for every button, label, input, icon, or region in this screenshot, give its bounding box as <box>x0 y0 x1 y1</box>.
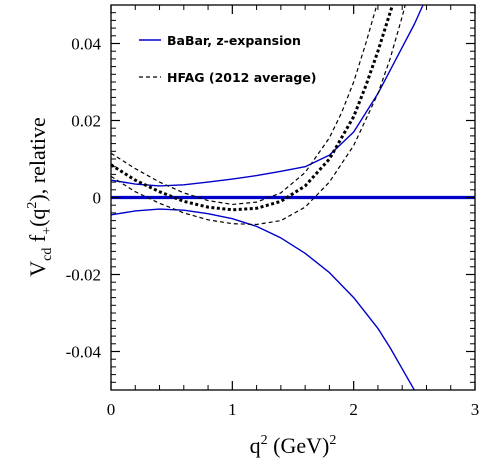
legend-label-babar: BaBar, z-expansion <box>167 33 301 48</box>
y-tick-label: -0.04 <box>66 343 102 362</box>
x-tick-label: 1 <box>228 400 237 419</box>
plot-frame <box>110 4 476 391</box>
x-tick-label: 0 <box>107 400 116 419</box>
legend: BaBar, z-expansion HFAG (2012 average) <box>139 33 317 85</box>
series-layer <box>111 5 475 390</box>
y-tick-label: 0.02 <box>71 112 101 131</box>
y-tick-label: 0.04 <box>71 35 101 54</box>
legend-label-hfag: HFAG (2012 average) <box>167 70 317 85</box>
series-hfag-2012-average-central <box>111 5 395 212</box>
series-babar-z-expansion-lower <box>111 208 415 390</box>
x-axis-title: q2 (GeV)2 <box>250 433 337 458</box>
x-tick-label: 3 <box>471 400 480 419</box>
y-tick-label: -0.02 <box>66 266 101 285</box>
series-hfag-2012-average-upper <box>111 5 378 206</box>
x-tick-label: 2 <box>349 400 358 419</box>
y-axis-title: Vcd f+(q2), relative <box>25 117 55 276</box>
y-tick-label: 0 <box>93 189 102 208</box>
series-hfag-2012-average-lower <box>111 5 406 226</box>
series-babar-z-expansion-upper <box>111 5 424 187</box>
